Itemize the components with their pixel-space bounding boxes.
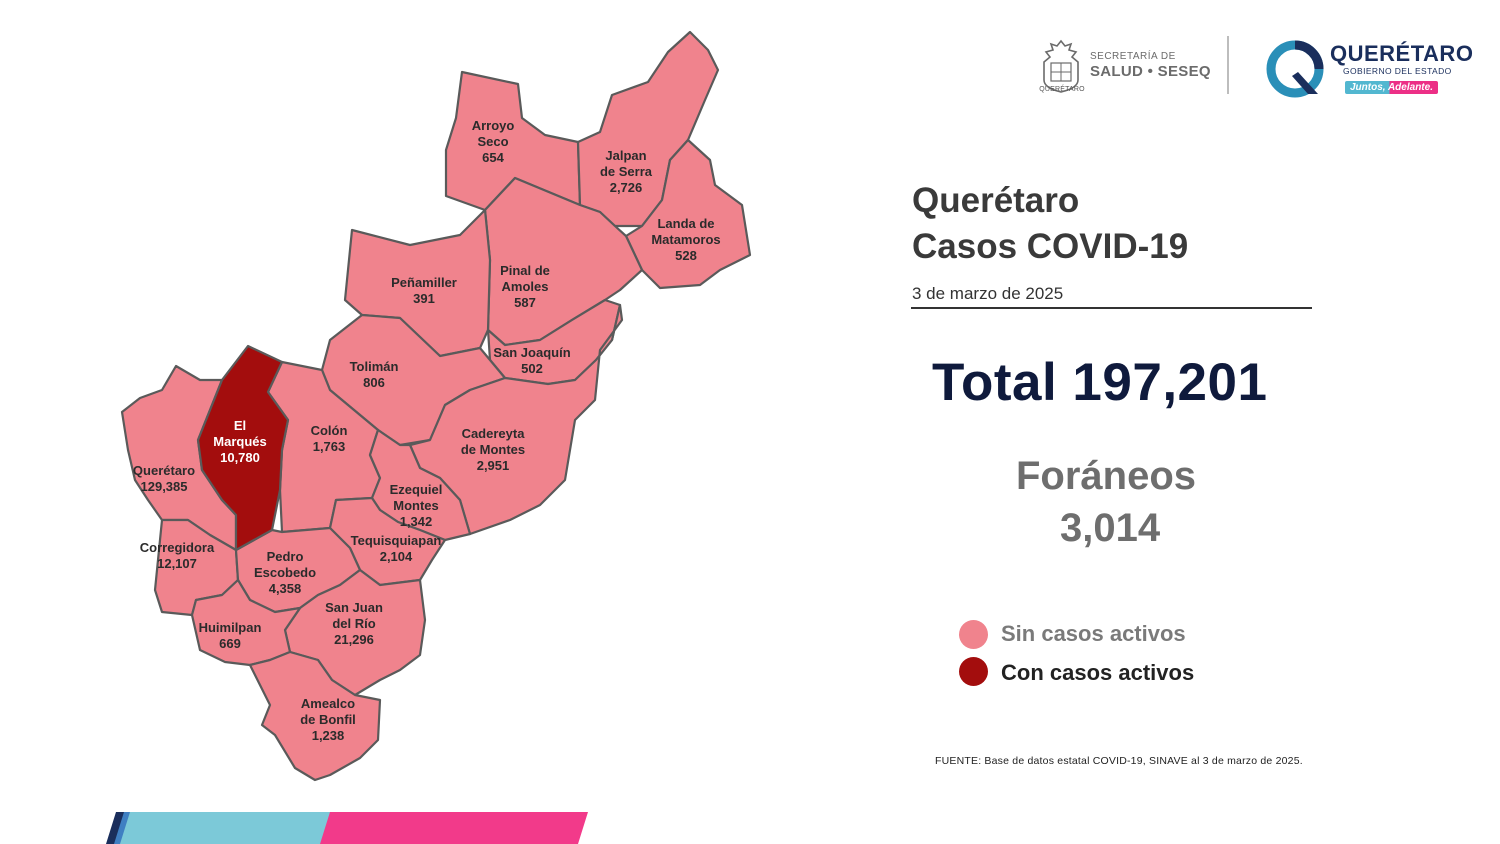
total-cases: Total 197,201 <box>932 353 1268 412</box>
municipality-cases: 1,763 <box>313 439 346 454</box>
municipality-label-queretaro: Querétaro 129,385 <box>133 463 195 494</box>
municipality-name-line: Tolimán <box>350 359 399 374</box>
municipality-name-line: Matamoros <box>651 232 720 247</box>
municipality-cases: 502 <box>521 361 543 376</box>
municipality-name-line: Querétaro <box>133 463 195 478</box>
municipality-name-line: Jalpan <box>605 148 646 163</box>
municipality-name-line: Escobedo <box>254 565 316 580</box>
municipality-cases: 1,342 <box>400 514 433 529</box>
municipality-cases: 1,238 <box>312 728 345 743</box>
municipality-name-line: San Juan <box>325 600 383 615</box>
legend-label-active: Con casos activos <box>1001 660 1195 685</box>
municipality-cases: 4,358 <box>269 581 302 596</box>
municipality-name-line: Amealco <box>301 696 355 711</box>
secretaria-label: SECRETARÍA DE <box>1090 51 1176 62</box>
municipality-name-line: Colón <box>311 423 348 438</box>
municipality-label-huimilpan: Huimilpan 669 <box>199 620 262 651</box>
municipality-name-line: Tequisquiapan <box>351 533 442 548</box>
municipality-label-landa-de-matamoros: Landa de Matamoros 528 <box>651 216 720 263</box>
decorative-bottom-bar <box>106 812 588 844</box>
title-underline <box>911 307 1312 309</box>
bar-pink-segment <box>320 812 588 844</box>
municipality-name-line: Landa de <box>657 216 714 231</box>
municipality-name-line: Amoles <box>502 279 549 294</box>
municipality-cadereyta-de-montes <box>408 303 624 536</box>
municipality-cases: 10,780 <box>220 450 260 465</box>
municipality-label-el-marques: El Marqués 10,780 <box>213 418 266 465</box>
municipality-name-line: de Serra <box>600 164 653 179</box>
municipality-label-san-juan-del-rio: San Juan del Río 21,296 <box>325 600 383 647</box>
municipality-cases: 587 <box>514 295 536 310</box>
salud-label: SALUD • SESEQ <box>1090 63 1211 80</box>
municipality-cases: 654 <box>482 150 504 165</box>
municipality-label-corregidora: Corregidora 12,107 <box>140 540 215 571</box>
municipality-cases: 669 <box>219 636 241 651</box>
municipality-amealco-de-bonfil <box>248 650 382 782</box>
municipality-label-cadereyta-de-montes: Cadereyta de Montes 2,951 <box>461 426 525 473</box>
bar-cyan-segment <box>120 812 332 844</box>
gov-name: QUERÉTARO <box>1330 41 1474 66</box>
municipality-name-line: El <box>234 418 246 433</box>
municipality-cases: 2,951 <box>477 458 510 473</box>
title-line-2: Casos COVID-19 <box>912 227 1189 266</box>
queretaro-q-logo-icon <box>1266 40 1324 98</box>
municipality-el-marques <box>196 344 290 552</box>
municipality-name-line: de Montes <box>461 442 525 457</box>
foraneos-label: Foráneos <box>1016 454 1197 498</box>
municipality-label-colon: Colón 1,763 <box>311 423 348 454</box>
municipality-label-ezequiel-montes: Ezequiel Montes 1,342 <box>390 482 443 529</box>
municipality-cases: 528 <box>675 248 697 263</box>
municipality-name-line: de Bonfil <box>300 712 356 727</box>
municipality-cases: 21,296 <box>334 632 374 647</box>
queretaro-map: Arroyo Seco 654 Jalpan de Serra 2,726 Landa de… <box>120 30 752 782</box>
municipality-label-tequisquiapan: Tequisquiapan 2,104 <box>351 533 442 564</box>
municipality-name-line: Pinal de <box>500 263 550 278</box>
legend-swatch-no-active <box>959 620 988 649</box>
municipality-name-line: Cadereyta <box>462 426 526 441</box>
municipality-label-amealco-de-bonfil: Amealco de Bonfil 1,238 <box>300 696 356 743</box>
state-seal-icon <box>1043 39 1079 93</box>
municipality-label-penamiller: Peñamiller 391 <box>391 275 457 306</box>
municipality-label-jalpan-de-serra: Jalpan de Serra 2,726 <box>600 148 653 195</box>
municipality-cases: 806 <box>363 375 385 390</box>
municipality-cases: 12,107 <box>157 556 197 571</box>
legend-swatch-active <box>959 657 988 686</box>
municipality-label-san-joaquin: San Joaquín 502 <box>493 345 570 376</box>
municipality-name-line: Ezequiel <box>390 482 443 497</box>
report-date: 3 de marzo de 2025 <box>912 284 1064 303</box>
municipality-name-line: Pedro <box>267 549 304 564</box>
municipality-penamiller <box>343 208 492 358</box>
municipality-label-arroyo-seco: Arroyo Seco 654 <box>472 118 515 165</box>
gov-subtitle: GOBIERNO DEL ESTADO <box>1343 66 1452 76</box>
seal-caption: QUERÉTARO <box>1039 86 1085 93</box>
page-title: Querétaro Casos COVID-19 <box>912 178 1188 270</box>
municipality-cases: 2,726 <box>610 180 643 195</box>
municipality-name-line: San Joaquín <box>493 345 570 360</box>
header-logos: QUERÉTARO SECRETARÍA DE SALUD • SESEQ QU… <box>1038 36 1478 102</box>
municipality-cases: 129,385 <box>141 479 188 494</box>
municipality-name-line: Montes <box>393 498 439 513</box>
municipality-name-line: Peñamiller <box>391 275 457 290</box>
municipality-huimilpan <box>190 578 302 667</box>
source-note: FUENTE: Base de datos estatal COVID-19, … <box>935 755 1303 767</box>
municipality-landa-de-matamoros <box>624 138 752 290</box>
municipality-name-line: Arroyo <box>472 118 515 133</box>
municipality-name-line: Corregidora <box>140 540 215 555</box>
slogan-badge: Juntos, Adelante. <box>1345 81 1438 94</box>
legend-label-no-active: Sin casos activos <box>1001 621 1186 646</box>
municipality-label-pinal-de-amoles: Pinal de Amoles 587 <box>500 263 550 310</box>
municipality-cases: 391 <box>413 291 435 306</box>
foraneos-value: 3,014 <box>1060 506 1161 550</box>
logo-divider <box>1227 36 1229 94</box>
title-line-1: Querétaro <box>912 181 1080 220</box>
municipality-cases: 2,104 <box>380 549 413 564</box>
municipality-label-toliman: Tolimán 806 <box>350 359 399 390</box>
municipality-name-line: Marqués <box>213 434 266 449</box>
municipality-name-line: Huimilpan <box>199 620 262 635</box>
municipality-name-line: Seco <box>477 134 508 149</box>
municipality-name-line: del Río <box>332 616 375 631</box>
municipality-label-pedro-escobedo: Pedro Escobedo 4,358 <box>254 549 316 596</box>
